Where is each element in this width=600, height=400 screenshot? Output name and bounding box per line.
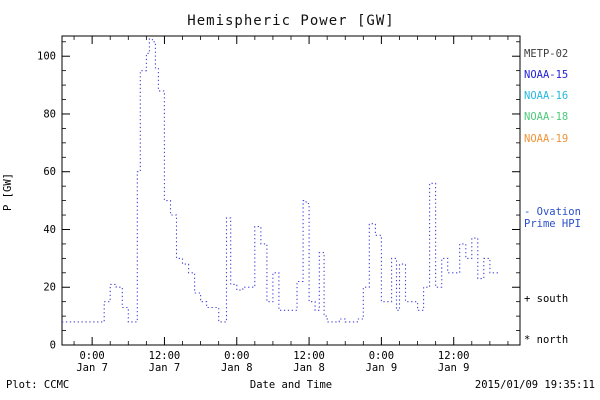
svg-text:0:00: 0:00: [79, 350, 104, 362]
svg-text:Jan 7: Jan 7: [149, 362, 181, 374]
svg-text:0:00: 0:00: [224, 350, 249, 362]
svg-text:80: 80: [43, 108, 56, 120]
svg-text:100: 100: [37, 51, 56, 63]
series-ovation-prime-hpi: [62, 38, 500, 323]
svg-text:60: 60: [43, 166, 56, 178]
svg-text:Jan 8: Jan 8: [221, 362, 253, 374]
chart-title: Hemispheric Power [GW]: [187, 13, 395, 29]
svg-text:Jan 8: Jan 8: [293, 362, 325, 374]
svg-text:12:00: 12:00: [438, 350, 470, 362]
svg-text:20: 20: [43, 282, 56, 294]
svg-text:12:00: 12:00: [149, 350, 181, 362]
plot-source: Plot: CCMC: [6, 379, 70, 391]
svg-text:Jan 9: Jan 9: [366, 362, 398, 374]
svg-text:Jan 7: Jan 7: [76, 362, 108, 374]
svg-text:0: 0: [50, 340, 56, 352]
svg-text:Jan 9: Jan 9: [438, 362, 470, 374]
svg-text:40: 40: [43, 224, 56, 236]
x-axis-label: Date and Time: [249, 379, 333, 391]
svg-text:12:00: 12:00: [293, 350, 325, 362]
svg-text:0:00: 0:00: [369, 350, 394, 362]
plot-timestamp: 2015/01/09 19:35:11: [474, 379, 595, 391]
